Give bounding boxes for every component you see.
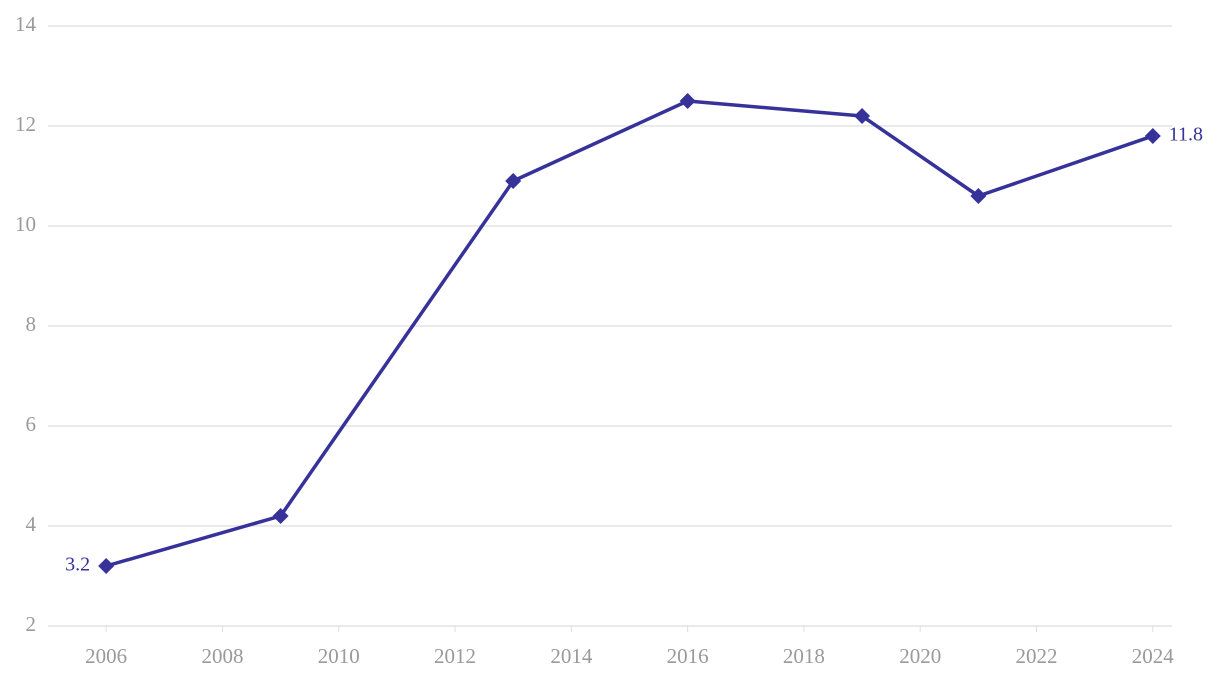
y-tick-label: 14 xyxy=(15,12,37,36)
x-tick-label: 2022 xyxy=(1016,644,1058,668)
x-tick-label: 2024 xyxy=(1132,644,1175,668)
y-tick-label: 4 xyxy=(26,512,37,536)
y-tick-label: 8 xyxy=(26,312,37,336)
x-tick-label: 2016 xyxy=(667,644,709,668)
x-tick-label: 2006 xyxy=(85,644,127,668)
y-tick-label: 10 xyxy=(15,212,36,236)
series-line xyxy=(105,99,1154,568)
marker xyxy=(505,173,522,189)
x-tick-label: 2012 xyxy=(434,644,476,668)
x-tick-label: 2008 xyxy=(201,644,243,668)
marker xyxy=(272,508,289,524)
marker xyxy=(98,558,115,574)
y-tick-label: 6 xyxy=(26,412,37,436)
data-label: 3.2 xyxy=(65,554,90,576)
x-tick-label: 2018 xyxy=(783,644,825,668)
marker xyxy=(854,108,871,124)
data-label: 11.8 xyxy=(1169,124,1203,146)
y-tick-label: 12 xyxy=(15,112,36,136)
marker xyxy=(679,93,696,109)
marker xyxy=(970,188,987,204)
y-tick-label: 2 xyxy=(26,612,37,636)
x-tick-label: 2020 xyxy=(899,644,941,668)
x-tick-label: 2014 xyxy=(550,644,593,668)
marker xyxy=(1144,128,1161,144)
x-tick-label: 2010 xyxy=(318,644,360,668)
